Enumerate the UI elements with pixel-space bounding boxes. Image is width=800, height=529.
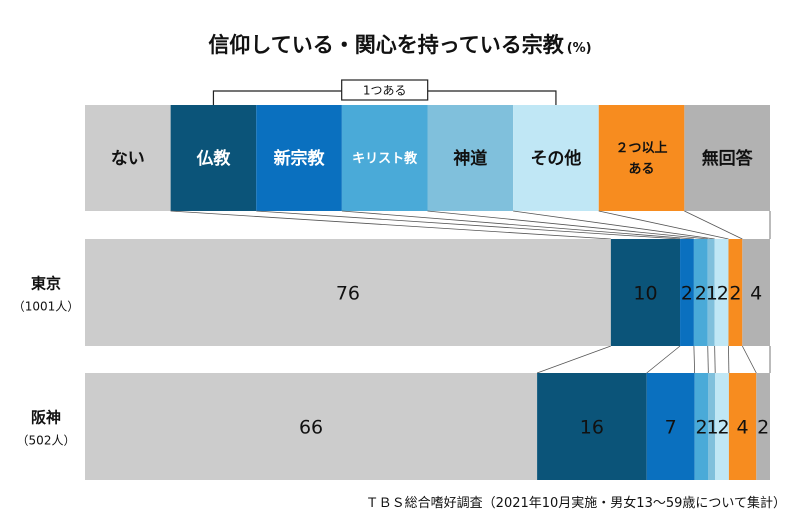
value-label-ない: 76 — [336, 283, 360, 305]
bar-segment-ない — [85, 239, 611, 346]
value-label-新宗教: 7 — [665, 417, 677, 439]
value-label-仏教: 16 — [580, 417, 604, 439]
value-label-キリスト教: 2 — [695, 417, 707, 439]
bar-segment-その他 — [714, 239, 729, 346]
connector-header-row1 — [170, 210, 611, 240]
chart-title: 信仰している・関心を持っている宗教 (%) — [208, 33, 591, 57]
row-東京: 76 10 2 212 2 4東京（1001人） — [13, 239, 770, 346]
chart-title-main: 信仰している・関心を持っている宗教 — [208, 33, 564, 57]
header-box-ない — [85, 105, 171, 211]
header-box-新宗教 — [256, 105, 342, 211]
bar-segment-ない — [85, 373, 538, 480]
connector-row1-row2 — [646, 345, 681, 374]
row-label-n: （502人） — [17, 434, 76, 448]
value-label-無回答: 4 — [750, 283, 762, 305]
connector-row1-row2 — [707, 345, 709, 374]
one-religion-bracket: 1つある — [212, 79, 557, 105]
row-阪神: 66 16 7 212 4 2阪神（502人） — [17, 373, 770, 480]
connector-header-row1 — [341, 210, 694, 240]
bar-segment-神道 — [708, 373, 716, 480]
header-label-無回答: 無回答 — [702, 148, 754, 169]
row-label-n: （1001人） — [13, 300, 80, 314]
bar-segment-その他 — [715, 373, 729, 480]
header-box-２つ以上ある — [598, 105, 685, 211]
connector-row1-row2 — [536, 345, 611, 374]
header-box-仏教 — [170, 105, 257, 211]
connector-row1-row2 — [714, 345, 716, 374]
bar-segment-仏教 — [610, 239, 681, 346]
bar-segment-新宗教 — [646, 373, 695, 480]
value-label-神道: 1 — [706, 283, 718, 305]
source-note: ＴＢＳ総合嗜好調査（2021年10月実施・男女13～59歳について集計） — [366, 495, 786, 511]
bar-segment-新宗教 — [680, 239, 694, 346]
value-label-神道: 1 — [706, 417, 718, 439]
connector-lines — [170, 210, 771, 374]
header-label-２つ以上ある: ２つ以上ある — [616, 141, 668, 177]
row-label-name: 阪神 — [31, 409, 61, 427]
header-label-キリスト教: キリスト教 — [352, 151, 418, 167]
value-label-その他: 2 — [717, 283, 729, 305]
value-label-仏教: 10 — [633, 283, 657, 305]
bar-segment-神道 — [707, 239, 715, 346]
header-box-神道 — [427, 105, 514, 211]
connector-header-row1 — [427, 210, 708, 240]
chart-title-unit: (%) — [567, 41, 592, 56]
bar-segment-２つ以上ある — [728, 373, 757, 480]
value-label-その他: 2 — [717, 417, 729, 439]
bar-segment-キリスト教 — [693, 239, 708, 346]
bar-segment-キリスト教 — [694, 373, 709, 480]
header-box-キリスト教 — [341, 105, 428, 211]
row-label-name: 東京 — [31, 275, 61, 293]
bracket-label: 1つある — [363, 84, 407, 98]
value-label-ない: 66 — [299, 417, 323, 439]
bar-segment-仏教 — [537, 373, 647, 480]
bar-rows: 76 10 2 212 2 4東京（1001人）66 16 7 212 4 2阪神（502人） — [13, 239, 770, 480]
connector-header-row1 — [684, 210, 743, 240]
connector-header-row1 — [256, 210, 681, 240]
category-header: ない 仏教 新宗教 キリスト教 神道 その他 ２つ以上ある 無回答 — [85, 105, 770, 211]
header-label-その他: その他 — [530, 148, 581, 169]
value-label-２つ以上ある: 4 — [737, 417, 749, 439]
value-label-２つ以上ある: 2 — [729, 283, 741, 305]
connector-header-row1 — [513, 210, 715, 240]
header-label-新宗教: 新宗教 — [274, 148, 326, 169]
connector-header-row1 — [598, 210, 729, 240]
connector-row1-row2 — [741, 345, 757, 374]
header-label-仏教: 仏教 — [196, 148, 231, 169]
value-label-新宗教: 2 — [681, 283, 693, 305]
header-label-神道: 神道 — [453, 148, 487, 169]
bar-segment-２つ以上ある — [728, 239, 743, 346]
header-box-無回答 — [684, 105, 770, 211]
value-label-キリスト教: 2 — [695, 283, 707, 305]
header-box-その他 — [513, 105, 599, 211]
bar-segment-無回答 — [756, 373, 770, 480]
bracket-label-box — [341, 79, 429, 101]
connector-row1-row2 — [693, 345, 696, 374]
bar-segment-無回答 — [742, 239, 770, 346]
header-label-ない: ない — [111, 149, 145, 169]
value-label-無回答: 2 — [757, 417, 769, 439]
